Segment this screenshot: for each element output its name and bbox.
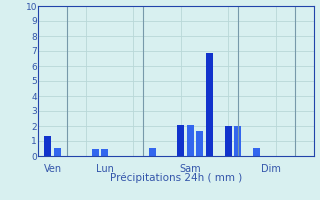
Bar [234, 126, 241, 156]
Text: Dim: Dim [261, 164, 281, 174]
Bar [44, 136, 52, 156]
Bar [187, 125, 194, 156]
Bar [196, 130, 203, 156]
Bar [149, 148, 156, 156]
Bar [92, 149, 99, 156]
X-axis label: Précipitations 24h ( mm ): Précipitations 24h ( mm ) [110, 173, 242, 183]
Bar [177, 124, 184, 156]
Bar [101, 149, 108, 156]
Text: Lun: Lun [96, 164, 114, 174]
Bar [253, 148, 260, 156]
Bar [206, 52, 213, 156]
Text: Sam: Sam [180, 164, 201, 174]
Bar [225, 126, 232, 156]
Text: Ven: Ven [44, 164, 62, 174]
Bar [54, 148, 61, 156]
